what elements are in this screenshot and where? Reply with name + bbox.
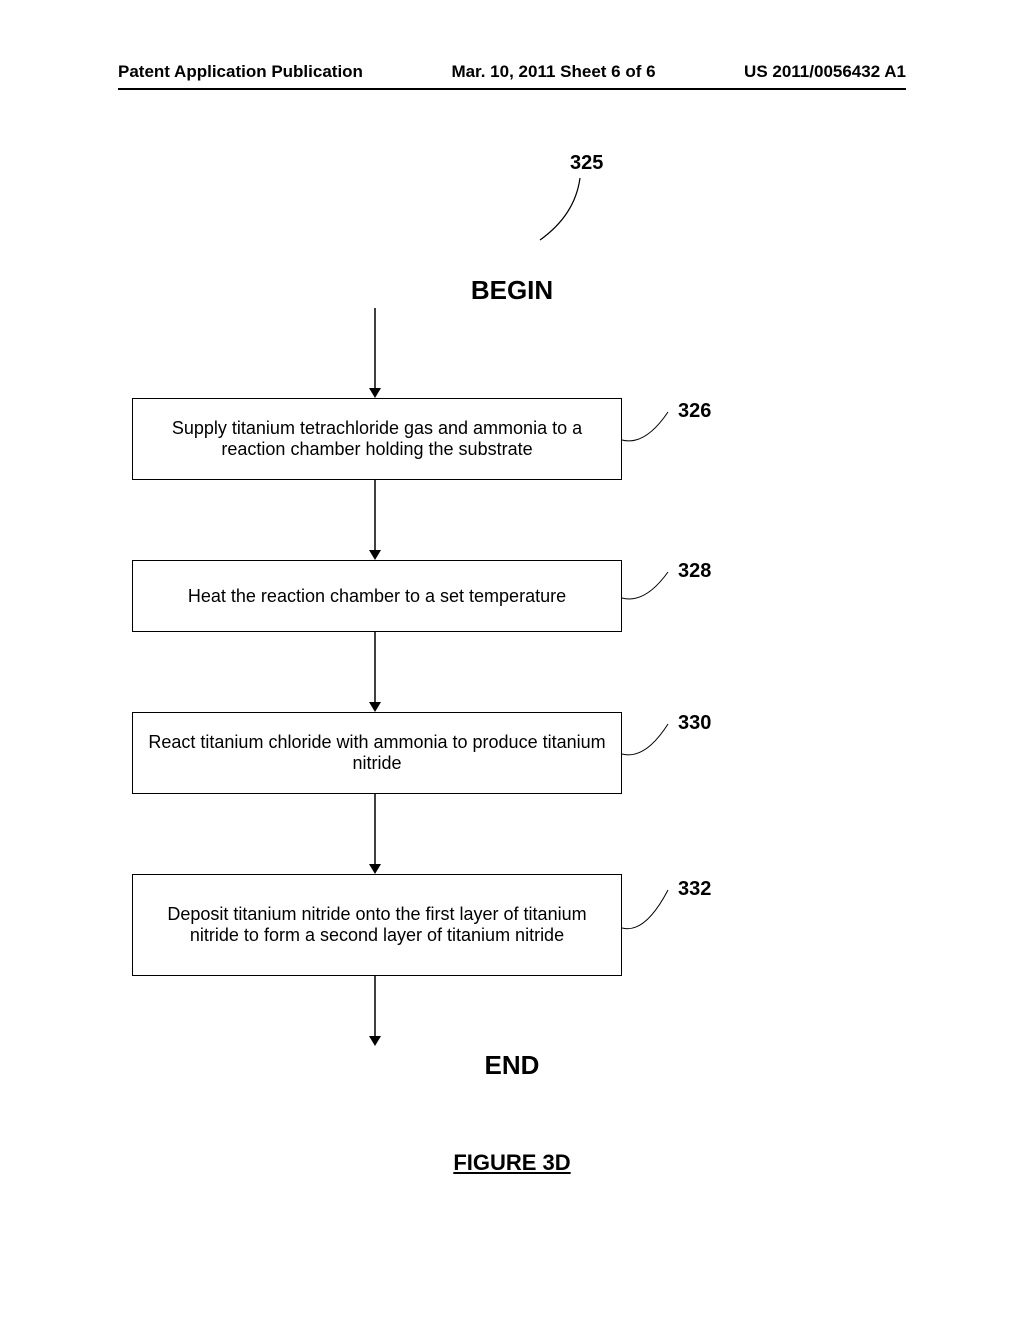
node-text: Heat the reaction chamber to a set tempe… <box>188 586 566 607</box>
figure-caption: FIGURE 3D <box>0 1150 1024 1176</box>
node-text: Deposit titanium nitride onto the first … <box>145 904 609 946</box>
ref-label-326: 326 <box>678 400 711 423</box>
page-header: Patent Application Publication Mar. 10, … <box>118 62 906 82</box>
flowchart-connectors <box>0 0 1024 1320</box>
header-right: US 2011/0056432 A1 <box>744 62 906 82</box>
flowchart-begin: BEGIN <box>0 275 1024 306</box>
flowchart-node-328: Heat the reaction chamber to a set tempe… <box>132 560 622 632</box>
node-text: Supply titanium tetrachloride gas and am… <box>145 418 609 460</box>
flowchart-node-326: Supply titanium tetrachloride gas and am… <box>132 398 622 480</box>
ref-main-325: 325 <box>570 152 603 175</box>
header-left: Patent Application Publication <box>118 62 363 82</box>
patent-page: Patent Application Publication Mar. 10, … <box>0 0 1024 1320</box>
ref-label-328: 328 <box>678 560 711 583</box>
flowchart-node-330: React titanium chloride with ammonia to … <box>132 712 622 794</box>
node-text: React titanium chloride with ammonia to … <box>145 732 609 774</box>
flowchart-node-332: Deposit titanium nitride onto the first … <box>132 874 622 976</box>
header-center: Mar. 10, 2011 Sheet 6 of 6 <box>451 62 655 82</box>
header-rule <box>118 88 906 90</box>
ref-label-332: 332 <box>678 878 711 901</box>
flowchart-end: END <box>0 1050 1024 1081</box>
ref-label-330: 330 <box>678 712 711 735</box>
